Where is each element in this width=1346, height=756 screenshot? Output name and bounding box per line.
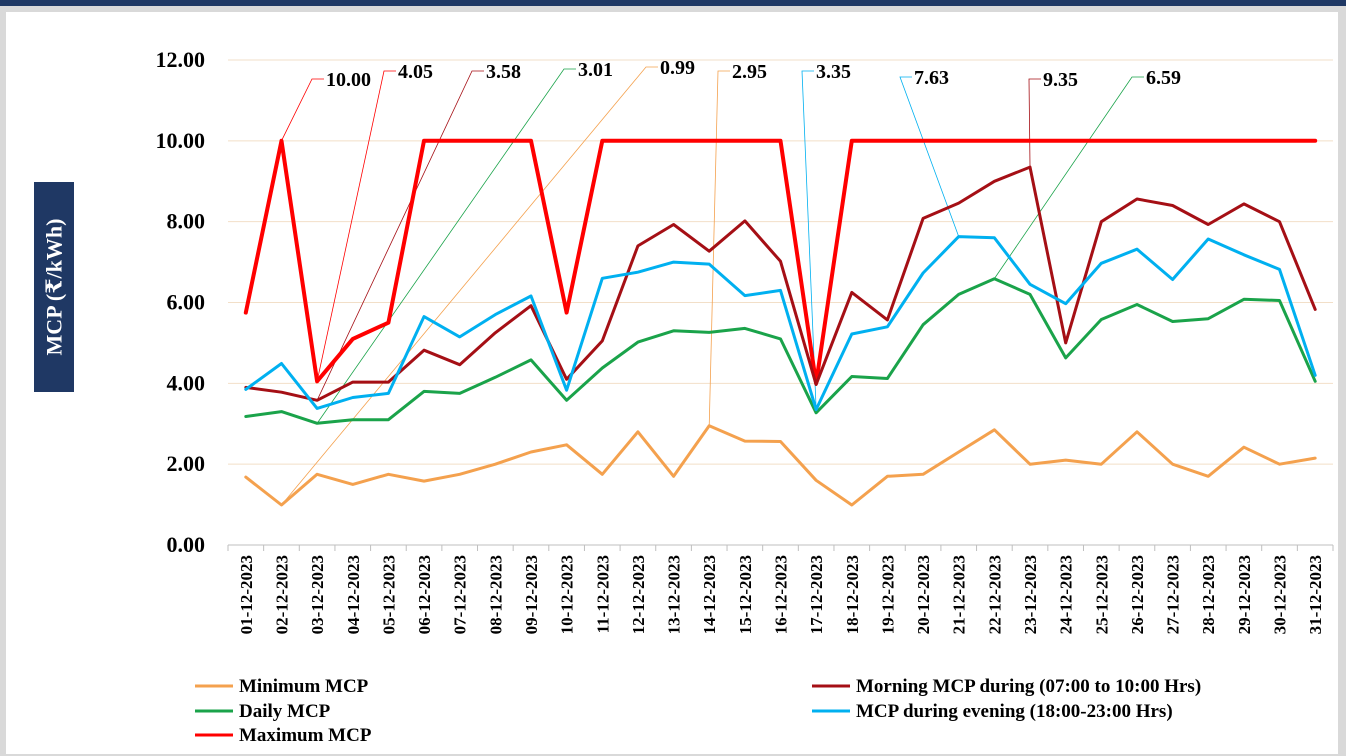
x-tick-label: 16-12-2023 [772,555,791,634]
x-tick-label: 08-12-2023 [486,555,505,634]
x-tick-label: 20-12-2023 [914,555,933,634]
y-tick-label: 8.00 [167,209,206,234]
x-tick-label: 14-12-2023 [700,555,719,634]
x-tick-label: 24-12-2023 [1057,555,1076,634]
annotation-leader [1028,78,1041,168]
data-label: 4.05 [398,61,433,83]
series-line [244,277,1317,425]
y-tick-label: 4.00 [167,370,206,395]
data-label: 9.35 [1043,69,1078,91]
x-tick-label: 07-12-2023 [451,555,470,634]
x-tick-label: 02-12-2023 [272,555,291,634]
y-axis-label-box: MCP (₹/kWh) [34,182,74,392]
annotation-leader [316,70,396,382]
x-tick-label: 12-12-2023 [629,555,648,634]
annotation-leader [994,76,1144,279]
x-tick-label: 04-12-2023 [344,555,363,634]
x-tick-label: 21-12-2023 [950,555,969,634]
series-line [244,424,1317,507]
legend-label: MCP during evening (18:00-23:00 Hrs) [856,701,1173,722]
x-tick-label: 31-12-2023 [1306,555,1325,634]
legend-label: Minimum MCP [239,676,369,697]
x-tick-label: 06-12-2023 [415,555,434,634]
data-label: 0.99 [660,57,695,79]
annotation-leader [708,70,730,426]
x-tick-label: 29-12-2023 [1235,555,1254,634]
data-label: 3.35 [816,61,851,83]
legend-label: Maximum MCP [239,725,372,746]
data-label: 10.00 [326,69,371,91]
x-tick-label: 17-12-2023 [807,555,826,634]
annotation-leader [316,70,484,401]
data-label: 6.59 [1146,67,1181,89]
annotation-leader [316,68,576,424]
x-tick-label: 13-12-2023 [665,555,684,634]
x-tick-label: 11-12-2023 [593,555,612,633]
x-tick-label: 18-12-2023 [843,555,862,634]
series-line [243,138,1318,386]
x-tick-label: 10-12-2023 [558,555,577,634]
series-line [244,165,1317,402]
x-tick-label: 19-12-2023 [878,555,897,634]
data-label: 2.95 [732,61,767,83]
y-tick-label: 10.00 [156,128,206,153]
data-label: 7.63 [914,67,949,89]
y-tick-label: 6.00 [167,290,206,315]
legend-label: Daily MCP [239,701,331,722]
annotation-leader [899,76,960,237]
y-tick-label: 0.00 [167,532,206,557]
x-tick-label: 22-12-2023 [985,555,1004,634]
x-tick-label: 30-12-2023 [1271,555,1290,634]
x-tick-label: 15-12-2023 [736,555,755,634]
data-label: 3.58 [486,61,521,83]
x-tick-label: 09-12-2023 [522,555,541,634]
y-tick-label: 2.00 [167,451,206,476]
annotation-leader [281,78,324,142]
legend-label: Morning MCP during (07:00 to 10:00 Hrs) [856,676,1201,697]
series-line [244,235,1317,412]
x-tick-label: 03-12-2023 [308,555,327,634]
y-tick-label: 12.00 [156,47,206,72]
x-tick-label: 05-12-2023 [379,555,398,634]
data-label: 3.01 [578,59,613,81]
x-tick-label: 28-12-2023 [1199,555,1218,634]
x-tick-label: 26-12-2023 [1128,555,1147,634]
annotation-leader [801,70,817,410]
x-tick-label: 27-12-2023 [1164,555,1183,634]
x-tick-label: 25-12-2023 [1092,555,1111,634]
x-tick-label: 23-12-2023 [1021,555,1040,634]
x-tick-label: 01-12-2023 [237,555,256,634]
